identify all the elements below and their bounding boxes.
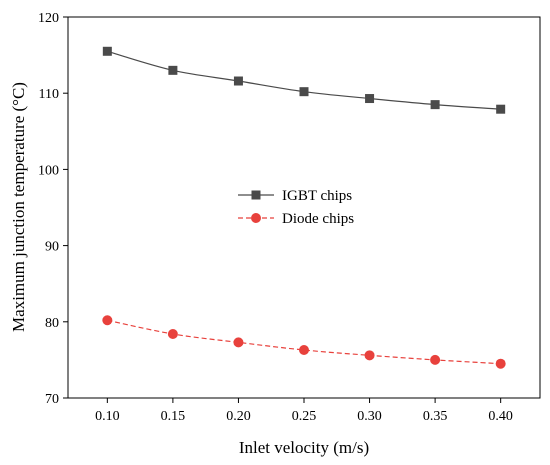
x-tick-label: 0.10 xyxy=(95,409,120,424)
data-point xyxy=(102,315,113,326)
data-point xyxy=(430,100,440,110)
y-tick-label: 100 xyxy=(38,163,59,178)
x-axis: 0.10 0.15 0.20 0.25 0.30 0.35 0.40 xyxy=(95,398,513,424)
x-tick-label: 0.15 xyxy=(161,409,186,424)
plot-frame xyxy=(67,16,541,399)
data-point xyxy=(233,76,243,86)
data-point xyxy=(364,350,375,361)
x-axis-title: Inlet velocity (m/s) xyxy=(239,438,369,457)
series-line xyxy=(107,50,501,110)
x-tick-label: 0.35 xyxy=(423,409,448,424)
data-point xyxy=(102,46,112,56)
data-point xyxy=(168,65,178,75)
y-tick-label: 110 xyxy=(39,87,59,102)
y-tick-label: 90 xyxy=(45,240,59,255)
x-tick-label: 0.30 xyxy=(357,409,382,424)
y-axis: 70 80 90 100 110 120 xyxy=(38,11,68,407)
x-tick-label: 0.40 xyxy=(488,409,513,424)
legend-marker xyxy=(251,213,261,223)
series-diode xyxy=(102,315,506,369)
data-point xyxy=(233,337,244,348)
legend: IGBT chips Diode chips xyxy=(238,188,354,227)
series-layer xyxy=(102,46,506,369)
data-point xyxy=(167,328,178,339)
y-axis-title: Maximum junction temperature (°C) xyxy=(9,82,28,332)
data-point xyxy=(430,354,441,365)
legend-marker xyxy=(251,190,261,200)
x-tick-label: 0.25 xyxy=(292,409,317,424)
x-tick-label: 0.20 xyxy=(226,409,251,424)
data-point xyxy=(299,87,309,97)
y-tick-label: 70 xyxy=(45,392,59,407)
data-point xyxy=(496,104,506,114)
y-tick-label: 120 xyxy=(38,11,59,26)
series-line xyxy=(107,319,501,365)
legend-label: Diode chips xyxy=(282,211,354,227)
data-point xyxy=(365,94,375,104)
data-point xyxy=(299,344,309,355)
legend-label: IGBT chips xyxy=(282,188,352,204)
y-tick-label: 80 xyxy=(45,316,59,331)
series-igbt xyxy=(102,46,506,114)
data-point xyxy=(495,358,506,369)
